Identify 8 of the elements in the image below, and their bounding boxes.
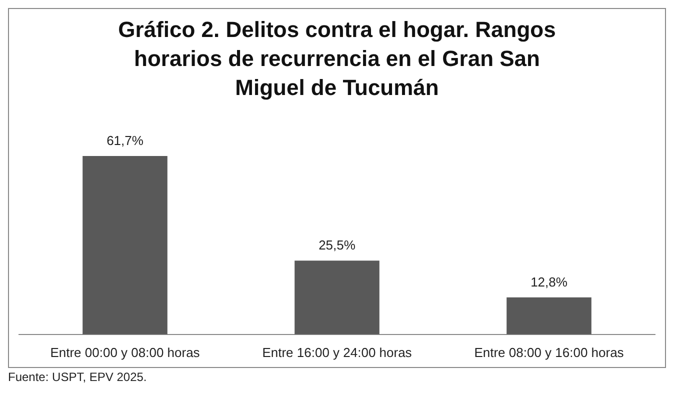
data-label: 25,5% [318, 238, 356, 253]
source-note: Fuente: USPT, EPV 2025. [8, 370, 148, 384]
data-label: 12,8% [530, 274, 568, 290]
x-tick-label: Entre 08:00 y 16:00 horas [474, 344, 624, 360]
x-tick-label: Entre 00:00 y 08:00 horas [50, 344, 200, 360]
data-label: 61,7% [106, 133, 144, 148]
x-tick-label: Entre 16:00 y 24:00 horas [262, 344, 412, 360]
chart-title: Gráfico 2. Delitos contra el hogar. Rangos horarios de recurrencia en el Gran San Miguel de Tucumán [117, 16, 557, 102]
